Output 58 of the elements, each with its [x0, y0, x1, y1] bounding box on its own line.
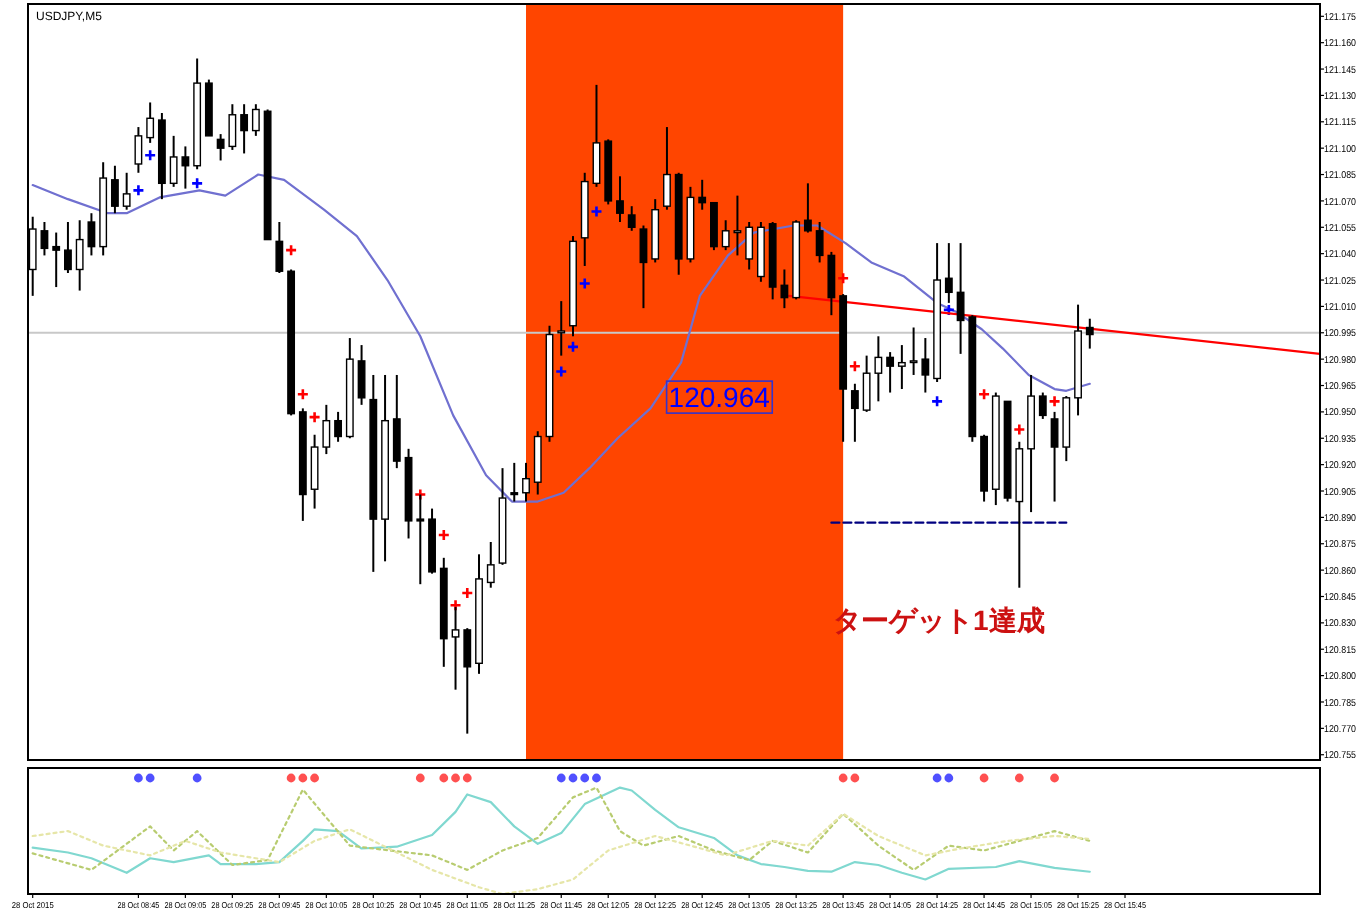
point [1048, 395, 1061, 408]
candlestick [803, 182, 812, 234]
candlestick [463, 627, 472, 735]
candlestick [146, 101, 155, 144]
point [836, 271, 850, 285]
candlestick [1050, 410, 1059, 503]
point [308, 410, 321, 424]
point [190, 177, 204, 190]
candlestick [510, 461, 519, 503]
candlestick [886, 351, 895, 394]
point [977, 388, 991, 401]
point [554, 365, 568, 378]
point [930, 395, 944, 408]
candlestick [40, 221, 49, 257]
point [437, 528, 451, 542]
candlestick [616, 175, 624, 224]
candlestick [1085, 317, 1094, 350]
point [848, 359, 862, 373]
candlestick [897, 344, 906, 391]
candlestick [357, 344, 366, 406]
candlestick [334, 410, 343, 443]
candlestick [592, 83, 601, 188]
point [296, 388, 310, 401]
annotation: 120.964 [668, 381, 771, 414]
candlestick [1038, 391, 1047, 420]
candlestick [850, 382, 859, 443]
candlestick [522, 461, 530, 503]
point [590, 205, 603, 218]
candlestick [486, 540, 495, 589]
candlestick [745, 221, 754, 271]
point [1013, 423, 1026, 436]
candlestick [122, 171, 131, 211]
candlestick [627, 205, 636, 232]
point [566, 340, 580, 354]
candlestick [698, 178, 707, 211]
candlestick [251, 103, 260, 137]
candlestick [533, 430, 542, 496]
point [414, 488, 427, 501]
candlestick [110, 164, 119, 215]
point [132, 184, 145, 197]
point [284, 243, 298, 257]
point [578, 277, 592, 290]
candlestick [392, 373, 401, 470]
point [942, 303, 956, 317]
candlestick [557, 300, 566, 357]
line-series [31, 173, 1091, 503]
candlestick [52, 231, 61, 289]
candlestick [240, 103, 249, 155]
candlestick [639, 224, 648, 310]
point [449, 598, 462, 612]
point [143, 148, 157, 162]
point [460, 586, 474, 600]
candlestick [64, 221, 72, 274]
candlestick [944, 242, 953, 304]
candlestick [663, 126, 671, 211]
candlestick [710, 201, 718, 252]
candlestick [134, 126, 143, 174]
candlestick [275, 221, 284, 274]
